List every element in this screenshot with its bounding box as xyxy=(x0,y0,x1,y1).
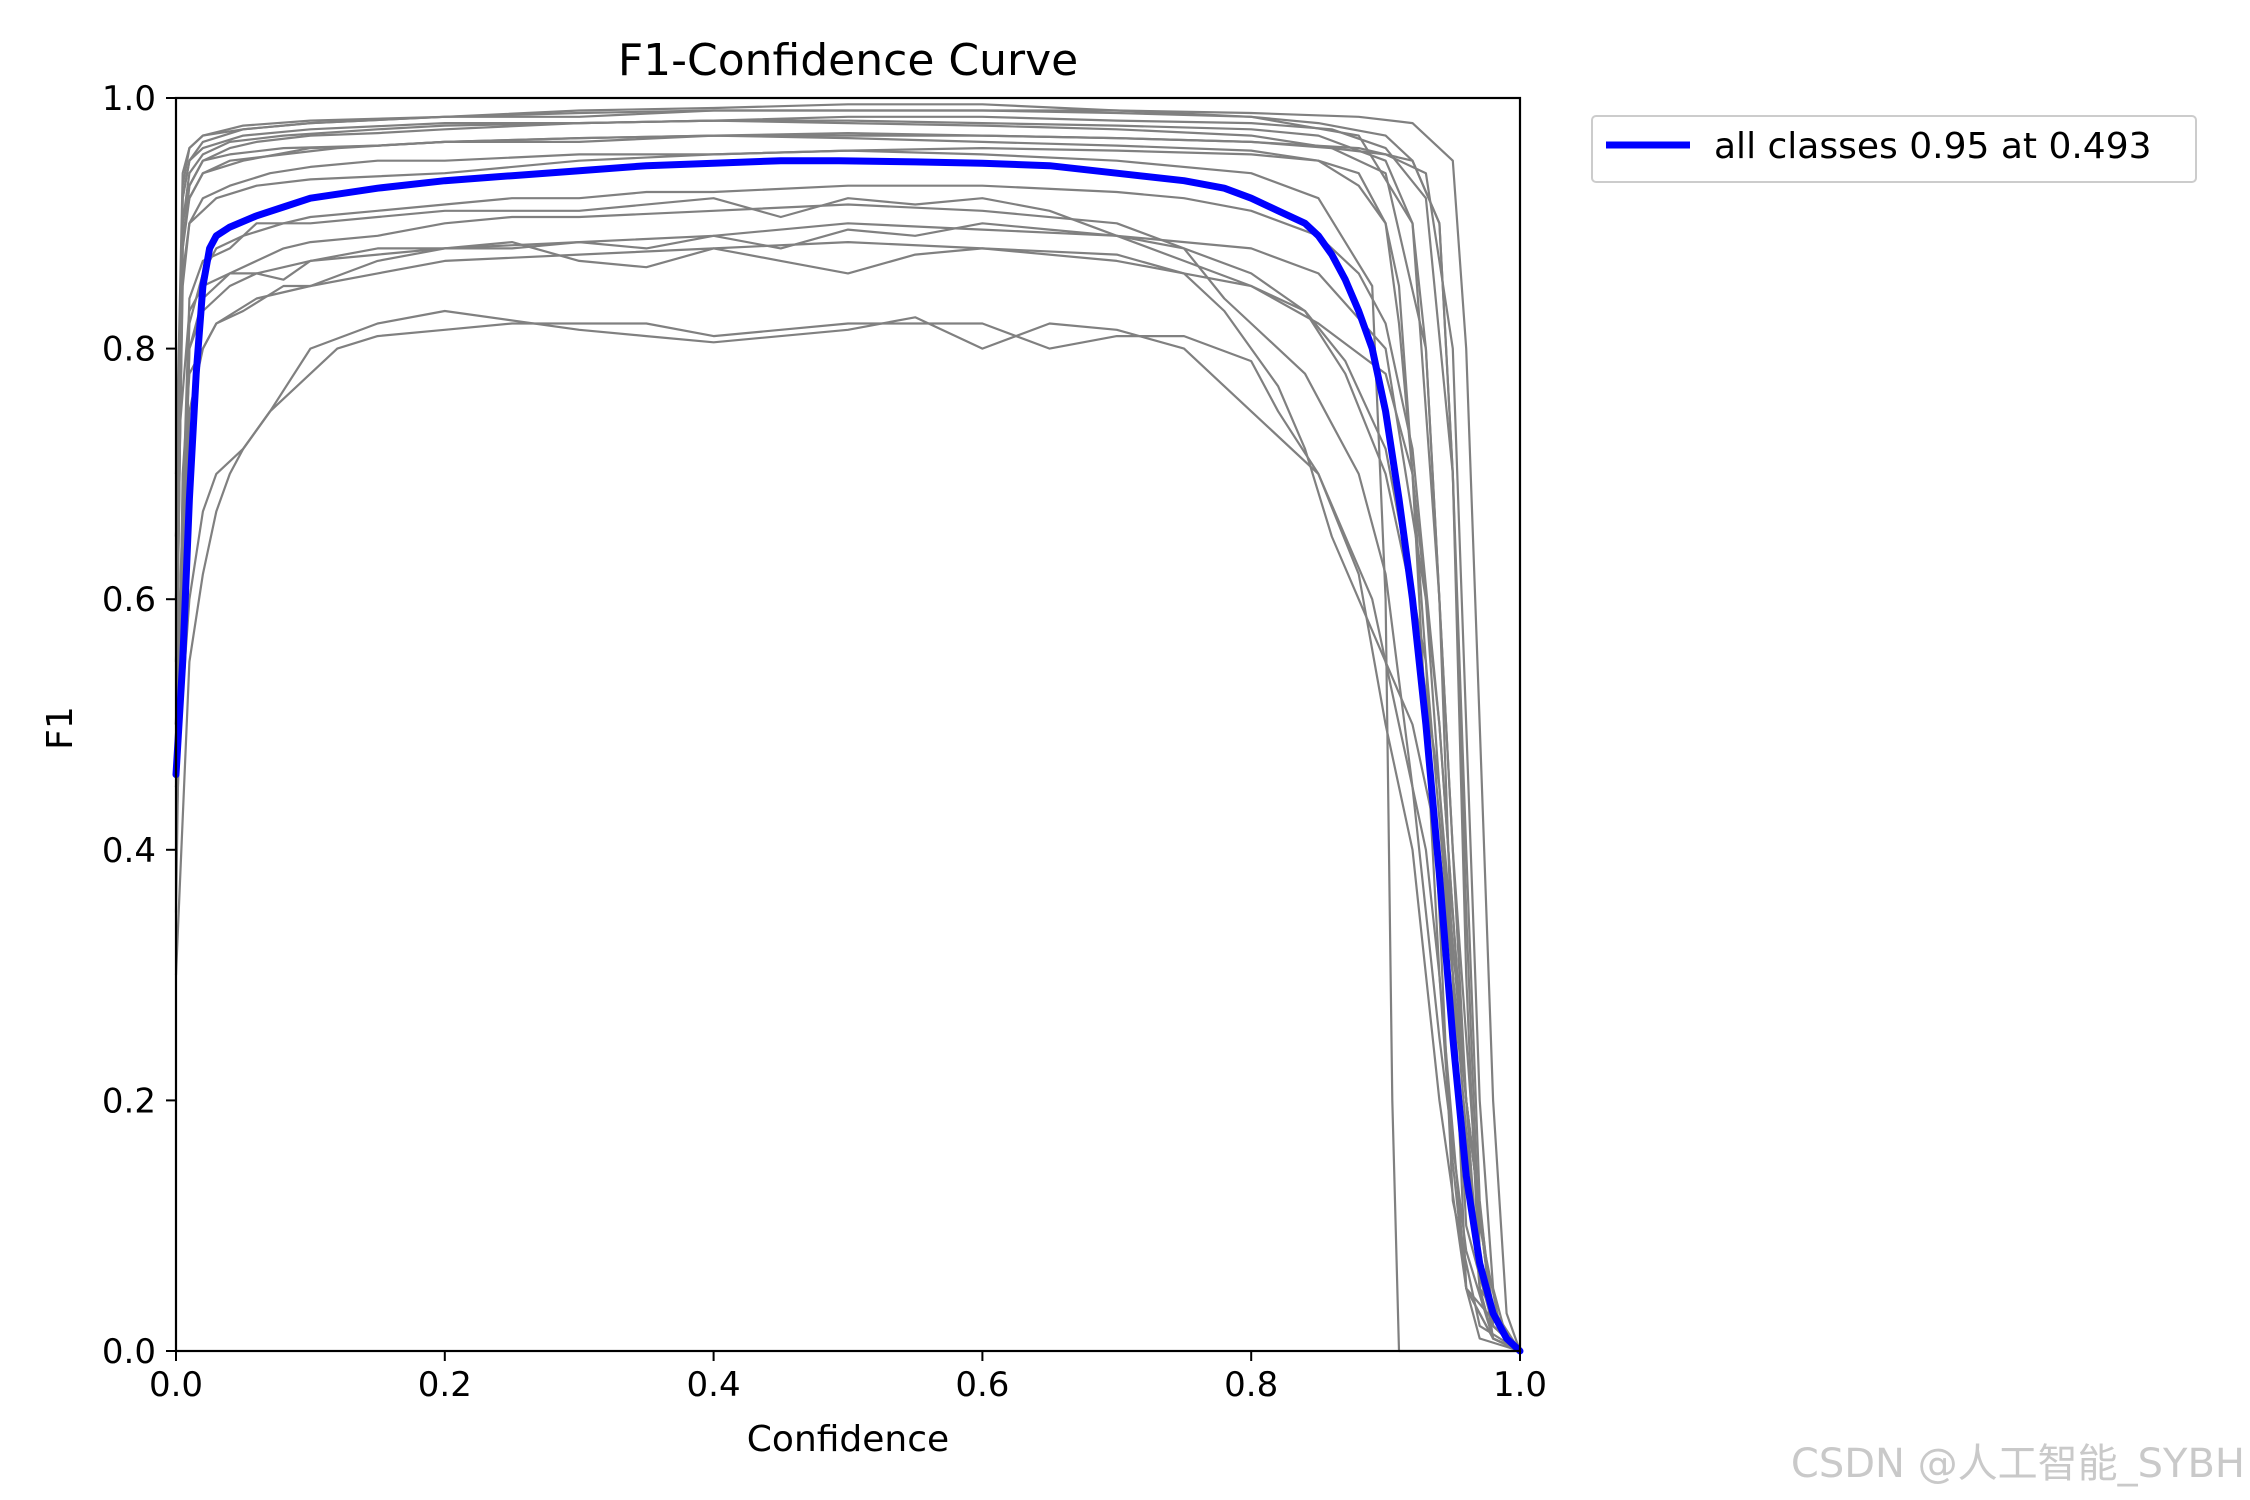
all-classes-curve xyxy=(172,157,1524,1355)
x-tick-label: 0.0 xyxy=(149,1365,203,1405)
y-tick-label: 0.6 xyxy=(102,580,156,620)
per-class-curve-20 xyxy=(174,115,1521,1352)
per-class-curve-14 xyxy=(174,241,1521,1352)
per-class-curve-13 xyxy=(174,109,1522,1352)
legend-box xyxy=(1591,115,2197,183)
watermark: CSDN @人工智能_SYBH xyxy=(1791,1441,2245,1487)
per-class-curves xyxy=(174,103,1522,1353)
y-tick-label: 0.2 xyxy=(102,1081,156,1121)
chart-title: F1-Confidence Curve xyxy=(618,35,1078,86)
per-class-curve-10 xyxy=(174,322,1521,1353)
per-class-curve-17 xyxy=(174,222,1521,1352)
y-axis-ticks: 0.0 0.2 0.4 0.6 0.8 1.0 xyxy=(102,79,176,1372)
legend: all classes 0.95 at 0.493 xyxy=(1591,115,2197,183)
all-classes-curve-layer xyxy=(172,157,1524,1355)
per-class-curve-8 xyxy=(174,203,1521,1352)
per-class-curve-16 xyxy=(174,132,1521,1352)
x-tick-label: 0.8 xyxy=(1224,1365,1278,1405)
x-tick-label: 0.2 xyxy=(418,1365,472,1405)
per-class-curve-19 xyxy=(174,184,1521,1352)
x-tick-label: 0.6 xyxy=(955,1365,1009,1405)
y-tick-label: 0.8 xyxy=(102,330,156,370)
per-class-curve-18 xyxy=(174,119,1521,1352)
x-axis-ticks: 0.0 0.2 0.4 0.6 0.8 1.0 xyxy=(149,1351,1547,1405)
y-tick-label: 0.0 xyxy=(102,1332,156,1372)
plot-area-frame xyxy=(174,96,1522,1353)
y-tick-label: 0.4 xyxy=(102,831,156,871)
y-axis-label: F1 xyxy=(40,706,81,750)
y-tick-label: 1.0 xyxy=(102,79,156,119)
legend-label-all-classes: all classes 0.95 at 0.493 xyxy=(1714,126,2152,167)
x-tick-label: 1.0 xyxy=(1493,1365,1547,1405)
per-class-curve-2 xyxy=(174,103,1521,1352)
x-tick-label: 0.4 xyxy=(687,1365,741,1405)
x-axis-label: Confidence xyxy=(747,1419,949,1460)
per-class-curve-15 xyxy=(174,149,1520,1353)
